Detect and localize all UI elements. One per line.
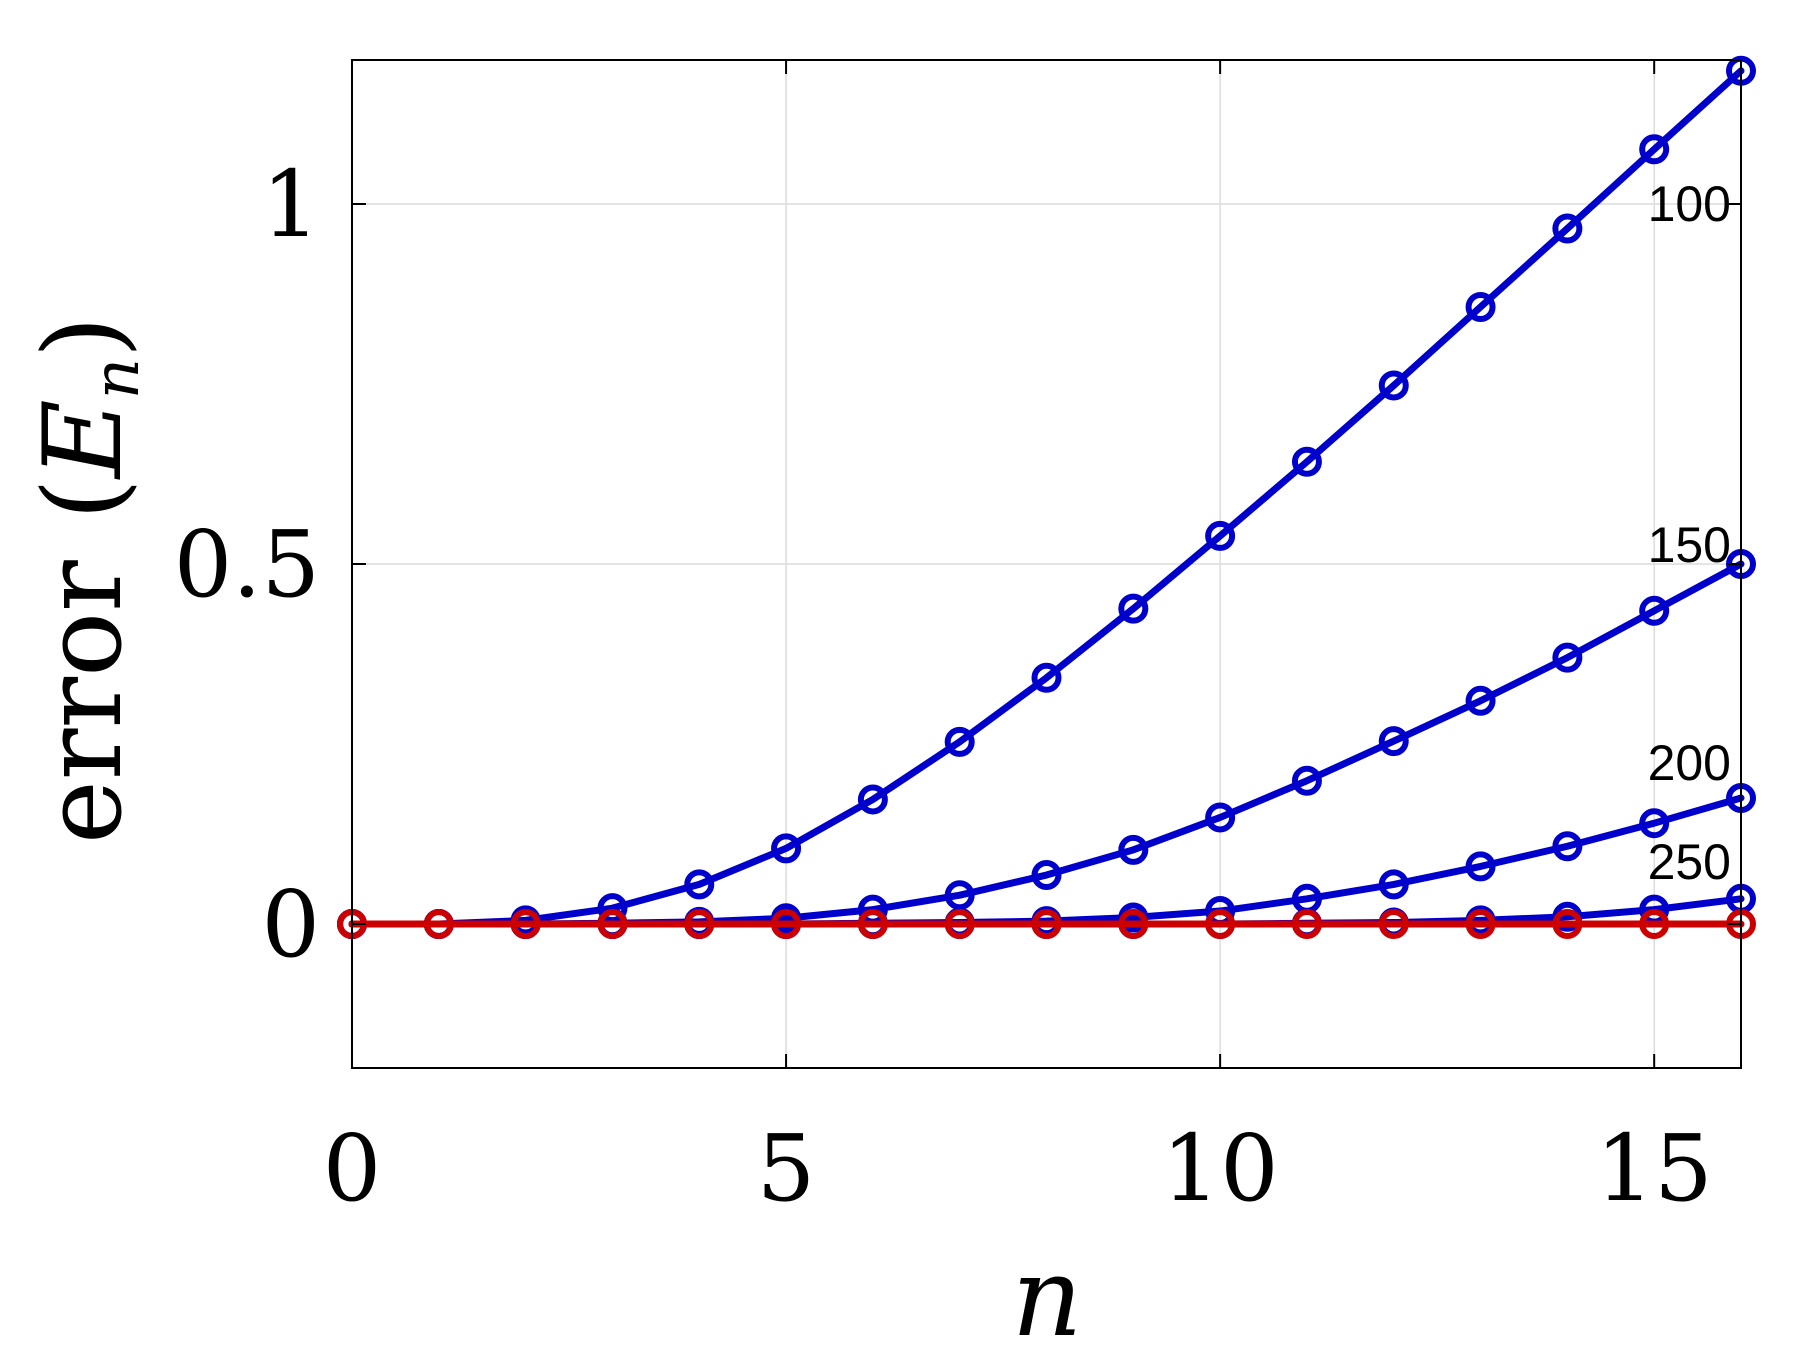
data-point (1031, 860, 1062, 891)
data-point (1552, 213, 1583, 244)
data-point (944, 880, 975, 911)
data-point (1378, 370, 1409, 401)
series-group (337, 55, 1756, 939)
series-label-250: 250 (1648, 834, 1731, 890)
tick-labels: 0 5 10 15 0 0.5 1 (174, 151, 1713, 1222)
series-150 (337, 549, 1756, 939)
data-point (684, 869, 715, 900)
data-point (1205, 909, 1236, 939)
data-point (1465, 685, 1496, 716)
series-label-100: 100 (1648, 176, 1731, 232)
series-line (348, 560, 1745, 928)
data-point (1639, 595, 1670, 626)
data-point (1465, 851, 1496, 882)
y-axis-label-symbol: E (21, 399, 146, 480)
data-point (857, 909, 888, 939)
data-point (1031, 909, 1062, 939)
series-label-150: 150 (1648, 517, 1731, 573)
x-tick-label: 10 (1162, 1115, 1279, 1222)
data-point (1291, 765, 1322, 796)
data-point (1118, 834, 1149, 865)
data-point (1118, 593, 1149, 624)
data-point (1465, 909, 1496, 939)
data-point (944, 726, 975, 757)
x-tick-label: 15 (1596, 1115, 1713, 1222)
svg-text:error(En): error(En) (21, 316, 154, 844)
data-point (1552, 909, 1583, 939)
data-point (1205, 802, 1236, 833)
data-point (1031, 662, 1062, 693)
y-axis-label: error(En) (21, 316, 154, 844)
series-label-200: 200 (1648, 735, 1731, 791)
data-point (1291, 446, 1322, 477)
data-point (684, 909, 715, 939)
data-point (771, 909, 802, 939)
y-tick-label: 1 (261, 151, 320, 258)
data-point (1378, 869, 1409, 900)
data-point (857, 784, 888, 815)
data-point (597, 909, 628, 939)
data-point (1118, 909, 1149, 939)
y-tick-label: 0.5 (174, 511, 320, 618)
data-point (1639, 134, 1670, 165)
series-line (348, 67, 1745, 928)
y-tick-label: 0 (261, 871, 320, 978)
series-labels: 100 150 200 250 (1648, 176, 1731, 890)
data-point (1291, 909, 1322, 939)
data-point (1639, 909, 1670, 939)
x-axis-label: n (1012, 1233, 1083, 1361)
data-point (1552, 831, 1583, 862)
data-point (1378, 726, 1409, 757)
data-point (1552, 642, 1583, 673)
x-tick-label: 5 (757, 1115, 816, 1222)
data-point (1639, 808, 1670, 839)
data-point (1378, 909, 1409, 939)
data-point (1205, 520, 1236, 551)
x-tick-label: 0 (323, 1115, 382, 1222)
axis-ticks (351, 60, 1741, 1068)
series-100 (337, 55, 1756, 939)
data-point (510, 909, 541, 939)
data-point (771, 833, 802, 864)
data-point (944, 909, 975, 939)
data-point (423, 909, 454, 939)
y-axis-label-text: error (21, 560, 146, 844)
data-point (1465, 291, 1496, 322)
y-axis-label-subscript: n (80, 358, 154, 399)
